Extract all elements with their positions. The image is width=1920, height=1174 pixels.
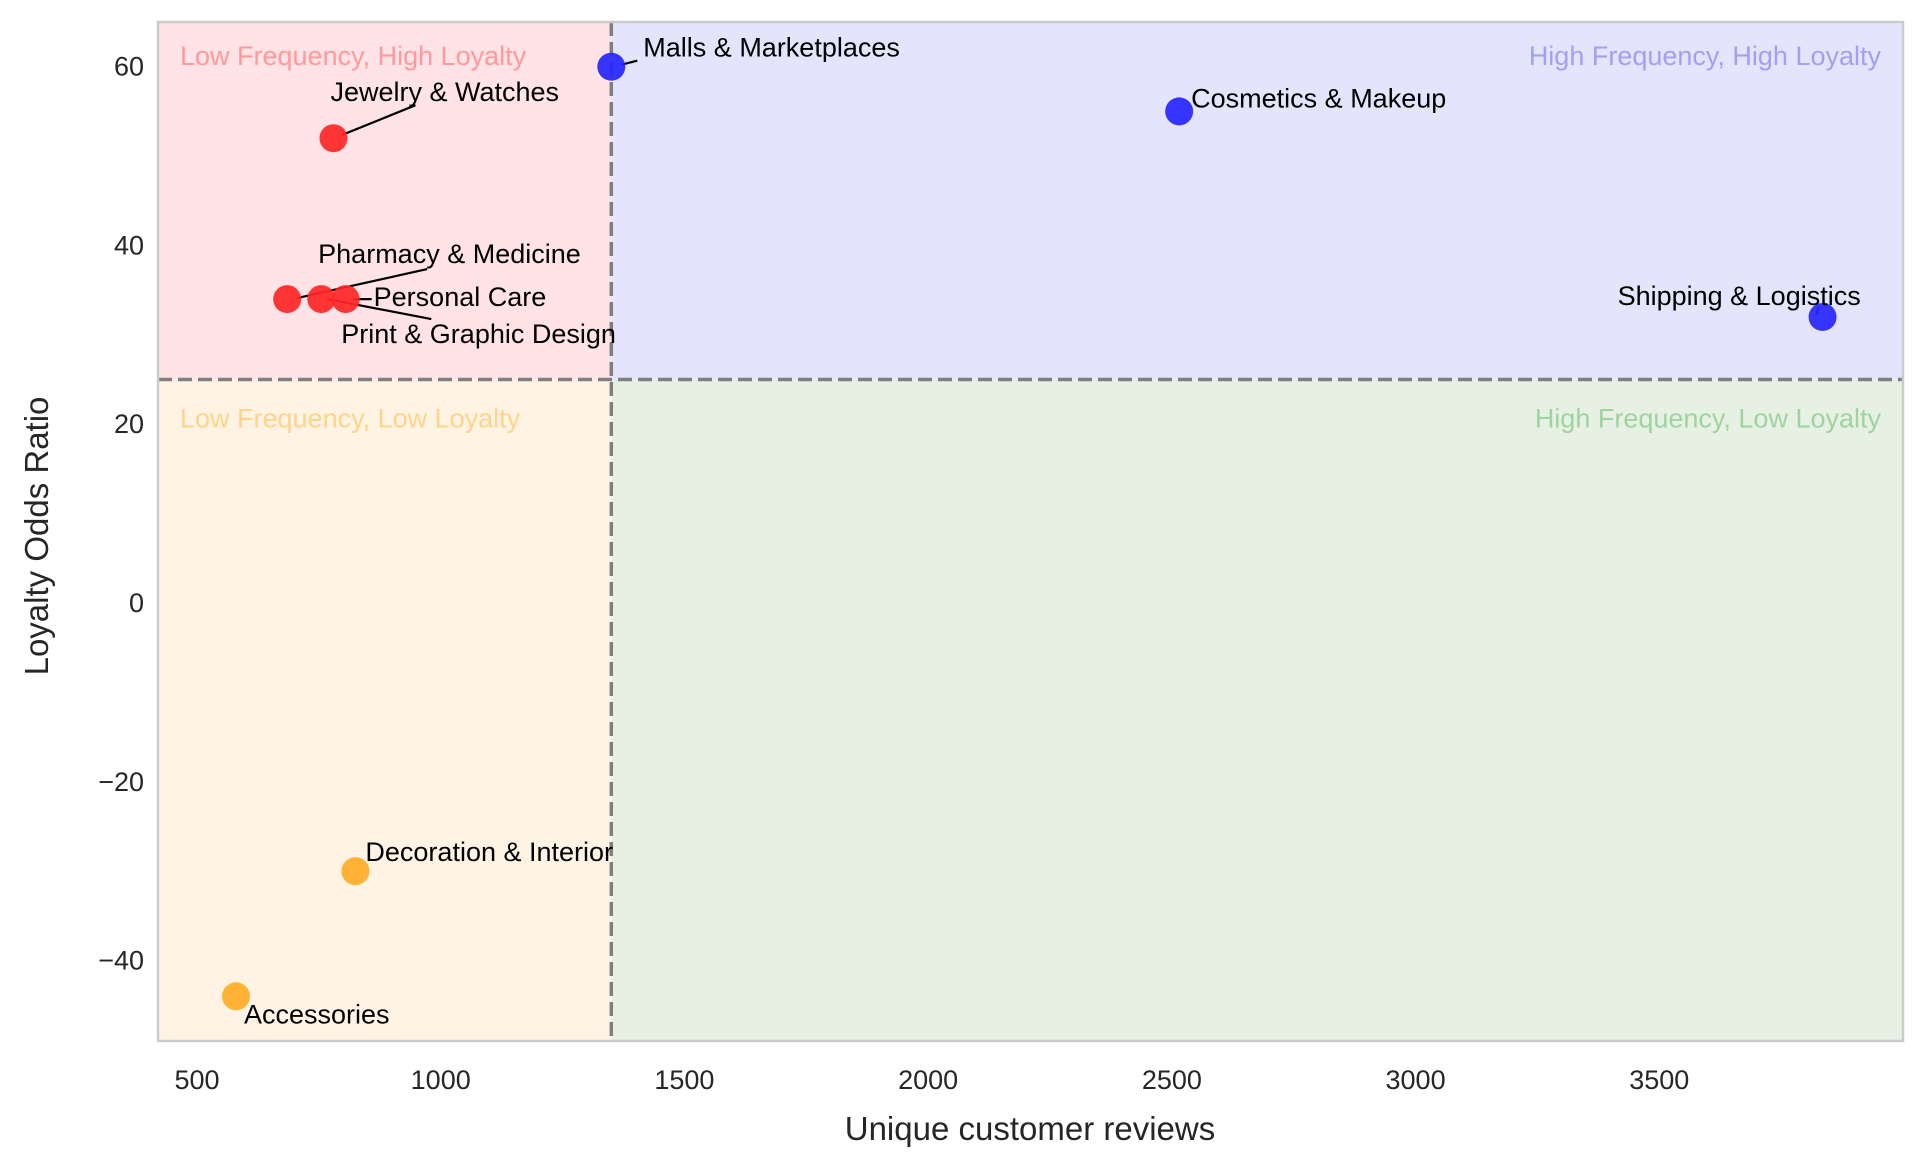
quadrant-high-freq-high-loyal <box>611 22 1903 380</box>
data-point-shipping-and-logistics <box>1808 302 1837 331</box>
data-point-decoration-and-interior <box>341 857 370 886</box>
x-tick-label: 3000 <box>1386 1065 1446 1095</box>
quadrant-high-freq-low-loyal <box>611 379 1903 1042</box>
quadrant-label-low-freq-low-loyal: Low Frequency, Low Loyalty <box>180 404 521 434</box>
data-point-jewelry-and-watches <box>319 124 348 153</box>
point-label-decoration-and-interior: Decoration & Interior <box>365 837 613 867</box>
y-tick-label: 60 <box>114 52 144 82</box>
x-tick-label: 500 <box>174 1065 219 1095</box>
point-label-jewelry-and-watches: Jewelry & Watches <box>330 77 559 107</box>
annotation-arrow-jewelry-and-watches <box>341 104 416 137</box>
data-point-malls-and-marketplaces <box>597 52 626 81</box>
point-label-accessories: Accessories <box>244 999 390 1029</box>
point-label-shipping-and-logistics: Shipping & Logistics <box>1618 281 1861 311</box>
data-point-print-and-graphic-design <box>307 285 336 314</box>
x-tick-label: 3500 <box>1629 1065 1689 1095</box>
data-point-personal-care <box>331 285 360 314</box>
y-tick-label: 20 <box>114 409 144 439</box>
data-point-cosmetics-and-makeup <box>1165 97 1194 126</box>
y-tick-label: 40 <box>114 230 144 260</box>
x-tick-label: 2500 <box>1142 1065 1202 1095</box>
y-axis-label: Loyalty Odds Ratio <box>18 397 55 676</box>
point-label-cosmetics-and-makeup: Cosmetics & Makeup <box>1191 83 1446 113</box>
y-tick-label: −20 <box>98 767 144 797</box>
y-tick-label: −40 <box>98 946 144 976</box>
x-tick-label: 2000 <box>898 1065 958 1095</box>
data-point-pharmacy-and-medicine <box>273 285 302 314</box>
point-label-pharmacy-and-medicine: Pharmacy & Medicine <box>318 239 581 269</box>
point-label-malls-and-marketplaces: Malls & Marketplaces <box>643 33 900 63</box>
quadrant-low-freq-high-loyal <box>158 22 612 380</box>
quadrant-low-freq-low-loyal <box>158 379 612 1042</box>
x-axis-label: Unique customer reviews <box>845 1110 1215 1147</box>
plot-frame <box>156 20 1905 1043</box>
x-tick-label: 1500 <box>654 1065 714 1095</box>
y-tick-label: 0 <box>129 588 144 618</box>
x-tick-label: 1000 <box>411 1065 471 1095</box>
point-label-personal-care: Personal Care <box>374 282 547 312</box>
quadrant-label-low-freq-high-loyal: Low Frequency, High Loyalty <box>180 41 527 71</box>
quadrant-label-high-freq-low-loyal: High Frequency, Low Loyalty <box>1535 404 1882 434</box>
data-point-accessories <box>221 982 250 1011</box>
point-label-print-and-graphic-design: Print & Graphic Design <box>341 319 616 349</box>
quadrant-label-high-freq-high-loyal: High Frequency, High Loyalty <box>1529 41 1882 71</box>
